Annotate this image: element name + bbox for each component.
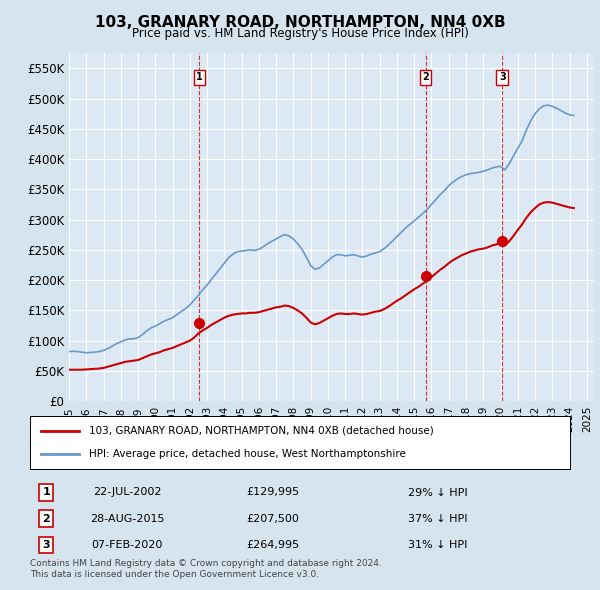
Text: Contains HM Land Registry data © Crown copyright and database right 2024.
This d: Contains HM Land Registry data © Crown c… [30,559,382,579]
Text: 31% ↓ HPI: 31% ↓ HPI [408,540,467,550]
Text: 37% ↓ HPI: 37% ↓ HPI [408,514,467,524]
Text: 1: 1 [43,487,50,497]
Text: 2: 2 [422,73,429,83]
Text: £129,995: £129,995 [247,487,299,497]
Text: 07-FEB-2020: 07-FEB-2020 [92,540,163,550]
Text: 103, GRANARY ROAD, NORTHAMPTON, NN4 0XB (detached house): 103, GRANARY ROAD, NORTHAMPTON, NN4 0XB … [89,426,434,436]
Text: 22-JUL-2002: 22-JUL-2002 [93,487,161,497]
Text: 103, GRANARY ROAD, NORTHAMPTON, NN4 0XB: 103, GRANARY ROAD, NORTHAMPTON, NN4 0XB [95,15,505,30]
Text: 3: 3 [43,540,50,550]
Text: £264,995: £264,995 [247,540,299,550]
Text: 28-AUG-2015: 28-AUG-2015 [90,514,164,524]
Text: 29% ↓ HPI: 29% ↓ HPI [408,487,467,497]
Text: HPI: Average price, detached house, West Northamptonshire: HPI: Average price, detached house, West… [89,449,406,459]
Text: Price paid vs. HM Land Registry's House Price Index (HPI): Price paid vs. HM Land Registry's House … [131,27,469,40]
Text: 3: 3 [499,73,506,83]
Text: 1: 1 [196,73,203,83]
Text: £207,500: £207,500 [247,514,299,524]
Text: 2: 2 [43,514,50,524]
